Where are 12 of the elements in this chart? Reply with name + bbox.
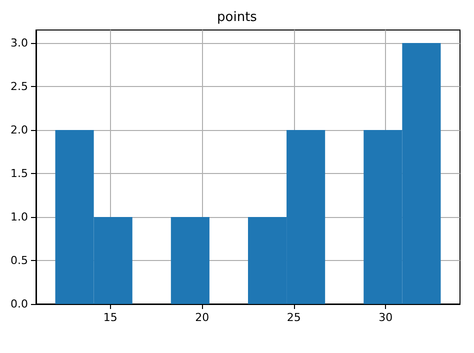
x-tick-label: 30 <box>378 311 393 324</box>
x-tick-label: 25 <box>286 311 301 324</box>
y-tick-label: 2.0 <box>10 124 28 137</box>
y-tick-label: 3.0 <box>10 36 28 50</box>
y-tick-label: 0.0 <box>10 298 28 310</box>
x-tick-label: 15 <box>103 311 118 324</box>
y-tick-label: 2.5 <box>10 80 28 94</box>
chart-title: points <box>217 10 258 25</box>
y-tick-label: 1.0 <box>10 210 28 224</box>
y-tick-label: 1.5 <box>10 167 28 180</box>
x-tick-label: 20 <box>195 311 210 324</box>
y-tick-label: 0.5 <box>10 254 28 268</box>
